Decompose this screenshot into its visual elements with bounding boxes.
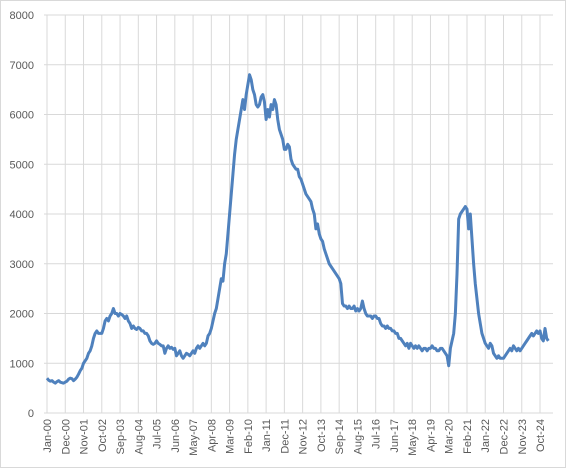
y-tick-label: 2000 [10, 309, 34, 321]
y-tick-label: 7000 [10, 60, 34, 72]
x-tick-label: Oct-13 [316, 419, 328, 452]
x-tick-label: Jul-16 [371, 419, 383, 449]
x-tick-label: Nov-01 [79, 419, 91, 454]
x-tick-label: Sep-14 [334, 419, 346, 454]
x-tick-label: Aug-15 [352, 419, 364, 454]
y-tick-label: 1000 [10, 358, 34, 370]
x-tick-label: Nov-12 [298, 419, 310, 454]
x-tick-label: Dec-00 [60, 419, 72, 454]
x-tick-label: Apr-08 [206, 419, 218, 452]
y-tick-label: 3000 [10, 259, 34, 271]
y-tick-label: 6000 [10, 110, 34, 122]
x-tick-label: Oct-24 [535, 419, 547, 452]
x-tick-label: Feb-10 [243, 419, 255, 454]
x-tick-label: May-07 [188, 419, 200, 456]
x-tick-label: May-18 [407, 419, 419, 456]
y-tick-label: 0 [28, 408, 34, 420]
x-tick-label: Dec-11 [279, 419, 291, 454]
x-tick-label: Jan-22 [480, 419, 492, 453]
data-line [45, 73, 550, 385]
x-tick-label: Jun-17 [389, 419, 401, 453]
y-tick-label: 4000 [10, 209, 34, 221]
x-tick-label: Jul-05 [152, 419, 164, 449]
x-tick-label: Jan-00 [42, 419, 54, 453]
x-tick-label: Jan-11 [261, 419, 273, 452]
y-tick-label: 5000 [10, 159, 34, 171]
x-tick-label: Dec-22 [499, 419, 511, 454]
x-tick-label: Aug-04 [133, 419, 145, 454]
x-tick-label: Oct-02 [97, 419, 109, 452]
x-tick-label: Feb-21 [462, 419, 474, 454]
x-tick-label: Mar-09 [225, 419, 237, 454]
x-tick-label: Jun-06 [170, 419, 182, 453]
x-tick-label: Sep-03 [115, 419, 127, 454]
x-tick-label: Nov-23 [517, 419, 529, 454]
x-tick-label: Apr-19 [425, 419, 437, 452]
x-tick-label: Mar-20 [444, 419, 456, 454]
y-tick-label: 8000 [10, 10, 34, 22]
